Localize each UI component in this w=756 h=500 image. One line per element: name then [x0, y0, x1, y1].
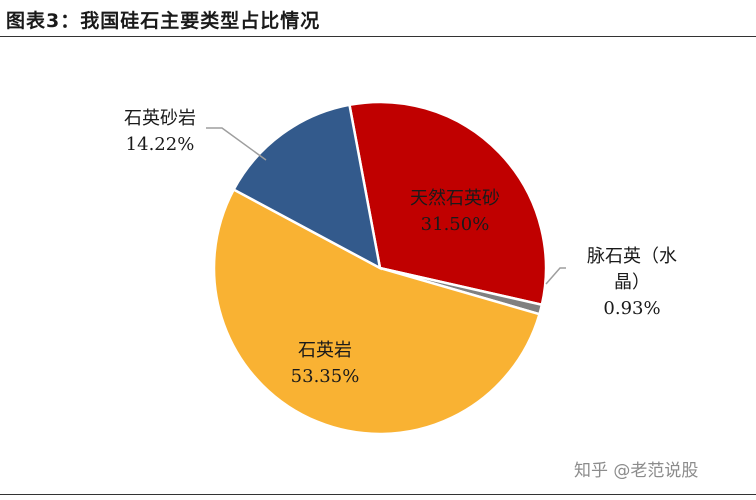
slice-value-label: 0.93% — [603, 298, 660, 319]
leader-line — [206, 127, 267, 161]
slice-name-label: 晶） — [614, 272, 650, 293]
chart-title: 图表3：我国硅石主要类型占比情况 — [6, 10, 321, 32]
slice-labels: 天然石英砂 31.50% 脉石英（水晶） 0.93% 石英岩 53.35% 石英砂岩 14.2… — [124, 108, 677, 387]
slice-value-label: 31.50% — [421, 214, 490, 235]
pie-slice — [212, 187, 542, 436]
slice-name-label: 石英岩 — [298, 340, 352, 361]
leader-line — [545, 267, 566, 285]
watermark-text: 知乎 @老范说股 — [574, 461, 699, 481]
pie-slices — [212, 100, 548, 436]
leader-lines — [206, 127, 566, 285]
slice-name-label: 石英砂岩 — [124, 108, 196, 129]
pie-slice — [348, 100, 548, 307]
slice-name-label: 脉石英（水 — [587, 246, 677, 267]
pie-slice — [232, 103, 382, 271]
title-divider — [0, 36, 756, 37]
title-bar: 图表3：我国硅石主要类型占比情况 — [0, 0, 756, 40]
bottom-divider — [0, 494, 756, 495]
slice-value-label: 53.35% — [291, 366, 360, 387]
slice-value-label: 14.22% — [126, 134, 195, 155]
slice-name-label: 天然石英砂 — [410, 188, 500, 209]
